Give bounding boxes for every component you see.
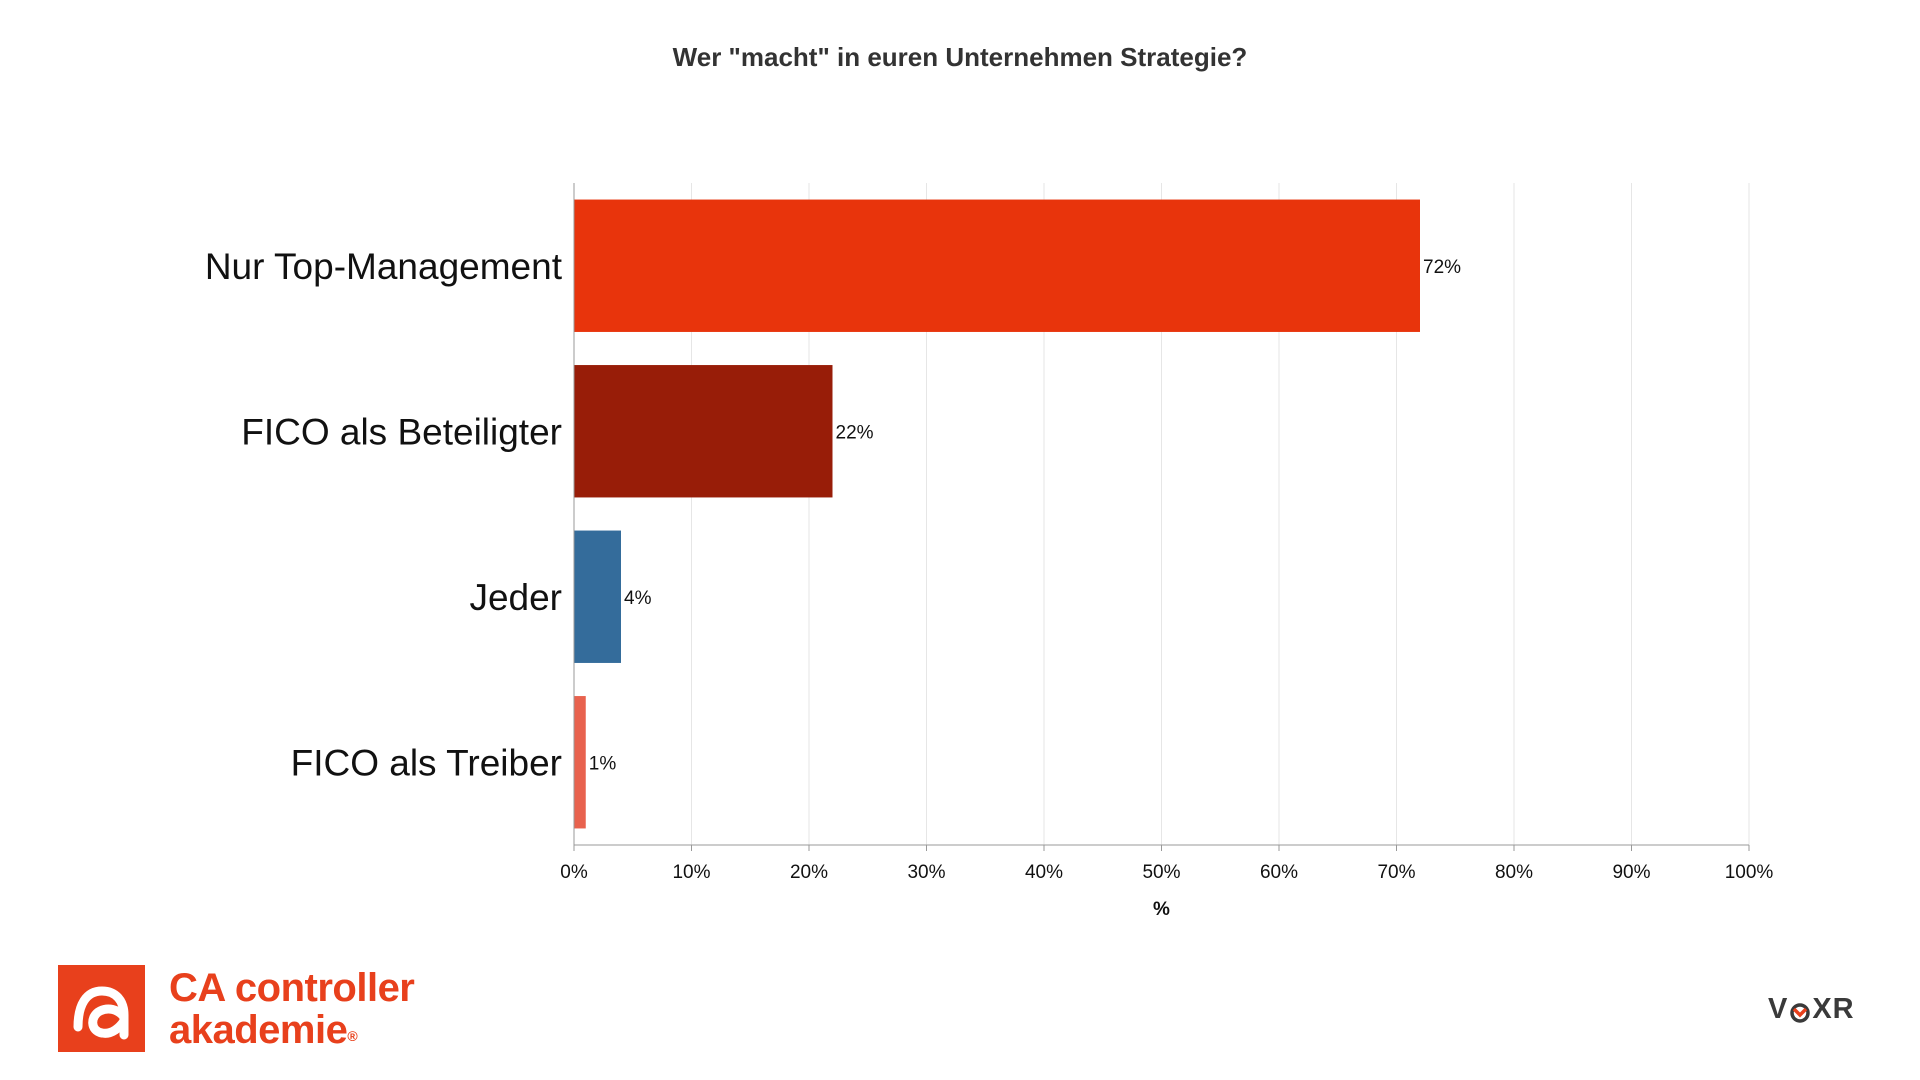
bar: [574, 199, 1420, 332]
bar: [574, 530, 621, 663]
x-tick-label: 60%: [1260, 862, 1298, 883]
x-tick-label: 80%: [1495, 862, 1533, 883]
x-axis-label: %: [1153, 899, 1170, 920]
x-tick-label: 0%: [560, 862, 588, 883]
ca-logo-text: CA controller akademie®: [169, 965, 415, 1051]
ca-logo-mark-icon: [58, 965, 145, 1052]
bar: [574, 365, 833, 498]
labels: 0% 10% 20% 30% 40% 50% 60% 70% 80% 90% 100% Nur Top…: [205, 246, 1774, 920]
value-label: 22%: [836, 422, 874, 443]
category-label: Nur Top-Management: [205, 246, 563, 287]
category-label: Jeder: [469, 577, 562, 618]
bar: [574, 696, 586, 829]
category-label: FICO als Beteiligter: [241, 411, 562, 452]
x-tick-label: 40%: [1025, 862, 1063, 883]
voxr-o-icon: [1789, 999, 1811, 1023]
x-tick-label: 20%: [790, 862, 828, 883]
x-tick-label: 70%: [1377, 862, 1415, 883]
bars: [574, 199, 1420, 829]
x-tick-label: 10%: [672, 862, 710, 883]
ca-controller-akademie-logo: CA controller akademie®: [58, 965, 415, 1052]
chart-title: Wer "macht" in euren Unternehmen Strateg…: [672, 42, 1248, 72]
voxr-logo-xr: XR: [1812, 993, 1855, 1025]
x-tick-label: 30%: [907, 862, 945, 883]
value-label: 1%: [589, 753, 617, 774]
ca-logo-line1: CA controller: [169, 965, 415, 1010]
x-tick-label: 100%: [1725, 862, 1774, 883]
registered-mark: ®: [347, 1027, 358, 1044]
voxr-logo: V XR: [1768, 993, 1855, 1026]
voxr-logo-v: V: [1768, 993, 1789, 1025]
axes: [573, 183, 1750, 851]
x-tick-label: 90%: [1612, 862, 1650, 883]
value-label: 72%: [1423, 257, 1461, 278]
category-label: FICO als Treiber: [291, 742, 562, 783]
ca-logo-line2-text: akademie: [169, 1007, 348, 1052]
ca-logo-line2: akademie®: [169, 1009, 414, 1051]
x-tick-label: 50%: [1142, 862, 1180, 883]
value-label: 4%: [624, 588, 652, 609]
